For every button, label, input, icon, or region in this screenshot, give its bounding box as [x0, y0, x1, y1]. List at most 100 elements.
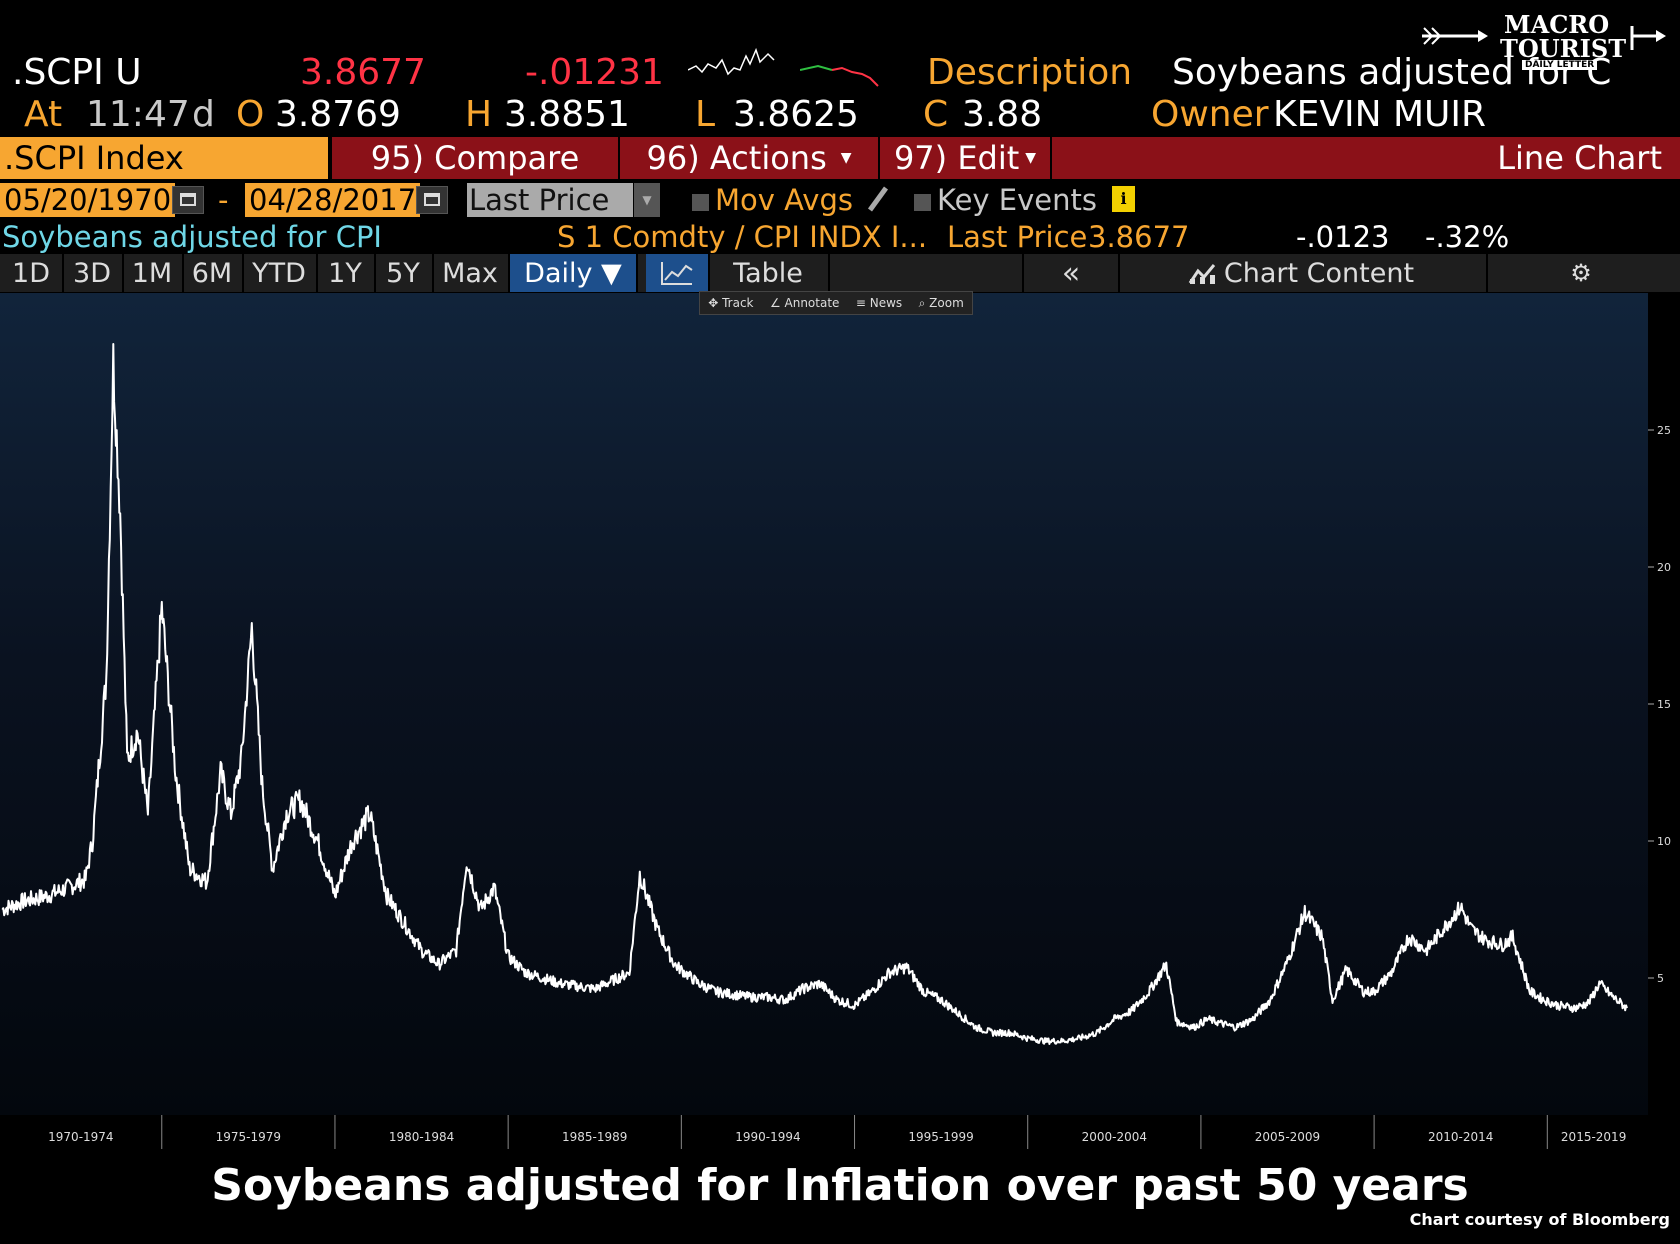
y-tick-label: 15: [1657, 698, 1671, 711]
period-max[interactable]: Max: [432, 254, 510, 292]
series-line-soybeans-cpi: [1, 343, 1628, 1045]
line-chart-view-icon[interactable]: [646, 254, 710, 292]
end-date-field[interactable]: 04/28/2017: [245, 183, 421, 217]
open-label: O: [236, 94, 265, 135]
field-dropdown-icon[interactable]: ▼: [634, 183, 660, 217]
quote-time: 11:47: [86, 94, 190, 135]
logo-line3: DAILY LETTER: [1522, 60, 1598, 70]
close-label: C: [923, 94, 949, 135]
chart-credit: Chart courtesy of Bloomberg: [1409, 1210, 1670, 1229]
at-label: At: [24, 94, 63, 135]
description-label: Description: [927, 52, 1133, 93]
x-tick-label: 1970-1974: [48, 1130, 113, 1144]
mini-trend-icon: [800, 64, 879, 87]
track-tool[interactable]: ✥ Track: [708, 296, 754, 310]
chart-type-label[interactable]: Line Chart: [1052, 137, 1680, 179]
last-price: 3.8677: [300, 52, 426, 93]
close-value: 3.88: [962, 94, 1043, 135]
chart-footer-title: Soybeans adjusted for Inflation over pas…: [211, 1160, 1469, 1211]
high-value: 3.8851: [504, 94, 630, 135]
date-range-dash: -: [218, 183, 229, 217]
key-events-toggle[interactable]: Key Events: [914, 182, 1097, 218]
high-label: H: [465, 94, 493, 135]
news-tool[interactable]: ≡ News: [855, 296, 903, 310]
x-tick-label: 2010-2014: [1428, 1130, 1493, 1144]
x-tick-label: 1990-1994: [735, 1130, 800, 1144]
start-date-field[interactable]: 05/20/1970: [0, 183, 176, 217]
owner-label: Owner: [1151, 94, 1269, 135]
chart-content-button[interactable]: Chart Content: [1116, 254, 1488, 292]
period-3d[interactable]: 3D: [62, 254, 124, 292]
y-tick-label: 25: [1657, 424, 1671, 437]
field-select[interactable]: Last Price: [467, 183, 633, 217]
x-tick-label: 1980-1984: [389, 1130, 454, 1144]
description-value: Soybeans adjusted for C: [1172, 52, 1612, 93]
owner-value: KEVIN MUIR: [1273, 94, 1487, 135]
period-bar: 1D 3D 1M 6M YTD 1Y 5Y Max Daily ▼ Table …: [0, 254, 1680, 292]
x-tick-label: 1975-1979: [216, 1130, 281, 1144]
y-tick-label: 20: [1657, 561, 1671, 574]
annotate-tool[interactable]: ∠ Annotate: [769, 296, 840, 310]
price-chart: 5 10 15 20 25: [1, 343, 1671, 1045]
actions-label: 96) Actions: [646, 139, 827, 177]
legend-net-change: -.0123: [1296, 220, 1390, 254]
x-tick-label: 2015-2019: [1561, 1130, 1626, 1144]
chart-mini-toolbar: ✥ Track ∠ Annotate ≡ News ⌕ Zoom: [699, 291, 973, 315]
logo-line1: MACRO: [1504, 10, 1610, 39]
series-formula: S 1 Comdty / CPI INDX I...: [557, 220, 928, 254]
collapse-panel-icon[interactable]: «: [1022, 254, 1120, 292]
security-index-field[interactable]: .SCPI Index: [0, 137, 330, 179]
last-price-label: Last Price: [947, 220, 1088, 254]
x-axis: 1970-1974 1975-1979 1980-1984 1985-1989 1990…: [0, 1115, 1680, 1151]
legend-pct-change: -.32%: [1425, 220, 1510, 254]
actions-menu[interactable]: 96) Actions ▼: [620, 137, 880, 179]
mov-avgs-toggle[interactable]: Mov Avgs: [692, 182, 853, 218]
net-change: -.01231: [525, 52, 664, 93]
day-suffix: d: [192, 94, 215, 135]
period-1y[interactable]: 1Y: [316, 254, 376, 292]
chart-plot-background: [0, 293, 1648, 1115]
open-value: 3.8769: [275, 94, 401, 135]
logo-line2: TOURIST: [1500, 34, 1627, 63]
period-1m[interactable]: 1M: [122, 254, 184, 292]
ticker-label: .SCPI U: [12, 52, 142, 93]
info-icon[interactable]: i: [1112, 186, 1135, 212]
actions-caret-icon: ▼: [840, 150, 852, 166]
x-tick-label: 2005-2009: [1255, 1130, 1320, 1144]
sparkline-icon: [688, 47, 775, 76]
chart-content-label: Chart Content: [1223, 257, 1415, 289]
pencil-icon[interactable]: [866, 184, 890, 214]
zoom-tool[interactable]: ⌕ Zoom: [918, 295, 964, 310]
period-5y[interactable]: 5Y: [374, 254, 434, 292]
mov-avgs-checkbox[interactable]: [692, 193, 709, 211]
y-tick-label: 10: [1657, 835, 1671, 848]
compare-menu[interactable]: 95) Compare: [332, 137, 620, 179]
low-label: L: [695, 94, 716, 135]
last-price-value: 3.8677: [1088, 220, 1190, 254]
settings-gear-icon[interactable]: ⚙: [1570, 259, 1592, 287]
edit-label: 97) Edit: [893, 139, 1020, 177]
key-events-label: Key Events: [937, 183, 1097, 217]
start-calendar-icon[interactable]: [172, 186, 204, 214]
period-ytd[interactable]: YTD: [242, 254, 318, 292]
low-value: 3.8625: [733, 94, 859, 135]
y-tick-label: 5: [1657, 972, 1664, 985]
x-axis-ticks: 1970-1974 1975-1979 1980-1984 1985-1989 1990…: [48, 1115, 1626, 1149]
key-events-checkbox[interactable]: [914, 193, 931, 211]
edit-caret-icon: ▼: [1025, 150, 1037, 166]
frequency-dropdown[interactable]: Daily ▼: [510, 254, 638, 292]
x-tick-label: 1985-1989: [562, 1130, 627, 1144]
end-calendar-icon[interactable]: [416, 186, 448, 214]
edit-menu[interactable]: 97) Edit ▼: [880, 137, 1052, 179]
period-6m[interactable]: 6M: [182, 254, 244, 292]
table-view-button[interactable]: Table: [708, 254, 830, 292]
macro-tourist-logo: MACRO TOURIST DAILY LETTER: [1420, 10, 1670, 78]
flag-logo-icon: [1630, 26, 1666, 50]
arrow-left-logo-icon: [1422, 27, 1488, 45]
x-tick-label: 2000-2004: [1082, 1130, 1147, 1144]
x-tick-label: 1995-1999: [908, 1130, 973, 1144]
mov-avgs-label: Mov Avgs: [715, 183, 853, 217]
chart-area[interactable]: 5 10 15 20 25: [0, 293, 1680, 1115]
chart-content-icon: [1188, 264, 1216, 284]
period-1d[interactable]: 1D: [0, 254, 64, 292]
